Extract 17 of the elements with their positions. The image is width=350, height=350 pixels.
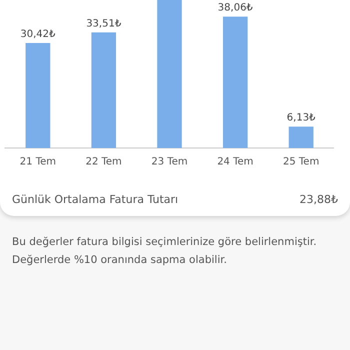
bar [222,16,248,148]
data-label: 30,42₺ [20,28,56,40]
text: Günlük Ortalama Fatura Tutarı [12,193,178,206]
data-label: 6,13₺ [286,112,316,124]
bar [26,42,50,148]
x-tick-label: 24 Tem [217,156,254,168]
x-tick-label: 21 Tem [20,156,56,168]
text: Bu değerler fatura bilgisi seçimlerinize göre belirlenmiştir. Değerlerde %10 oranında sapma olabilir. [12,235,318,268]
bar [288,126,314,148]
bar [91,32,116,148]
data-label: 33,51₺ [86,18,122,30]
x-tick-label: 23 Tem [151,156,188,168]
x-tick-label: 22 Tem [86,156,122,168]
bar [157,0,182,148]
data-label: 38,06₺ [218,2,254,14]
text: 23,88₺ [300,193,338,206]
x-tick-label: 25 Tem [282,156,320,168]
